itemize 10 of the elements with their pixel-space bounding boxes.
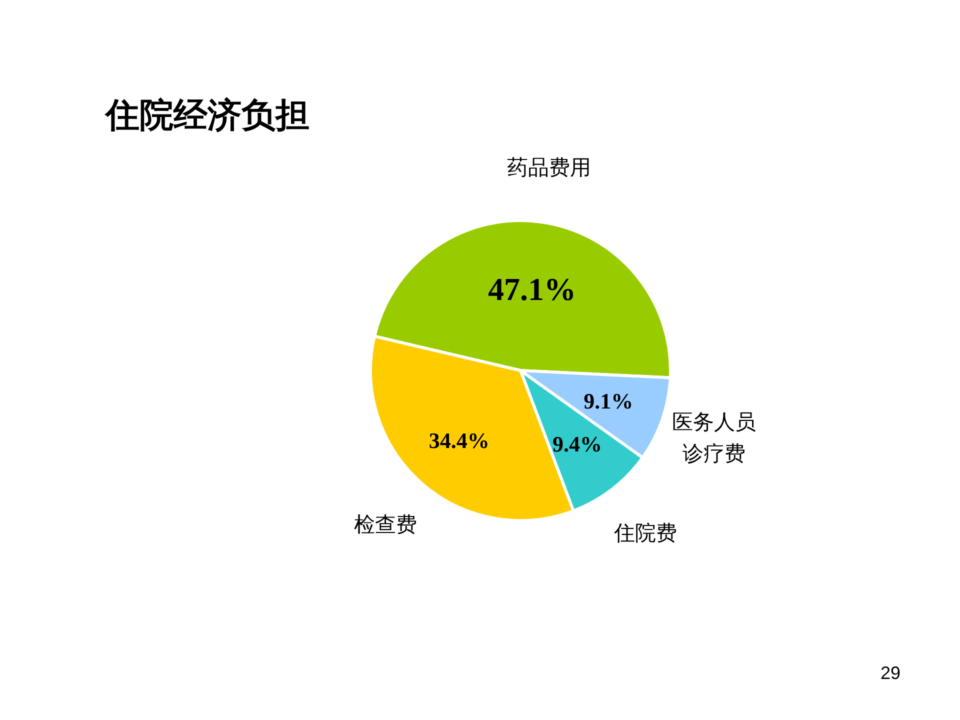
chart-title: 住院经济负担 xyxy=(104,96,310,136)
slice-label: 住院费 xyxy=(612,521,677,546)
slice-label: 检查费 xyxy=(354,512,417,537)
slice-label: 医务人员诊疗费 xyxy=(672,410,756,466)
slice-label: 药品费用 xyxy=(506,155,591,180)
data-label: 47.1% xyxy=(488,270,576,307)
data-label: 34.4% xyxy=(428,428,490,453)
data-label: 9.1% xyxy=(584,388,634,414)
text: 29 xyxy=(880,663,901,683)
data-label: 9.4% xyxy=(552,432,602,457)
